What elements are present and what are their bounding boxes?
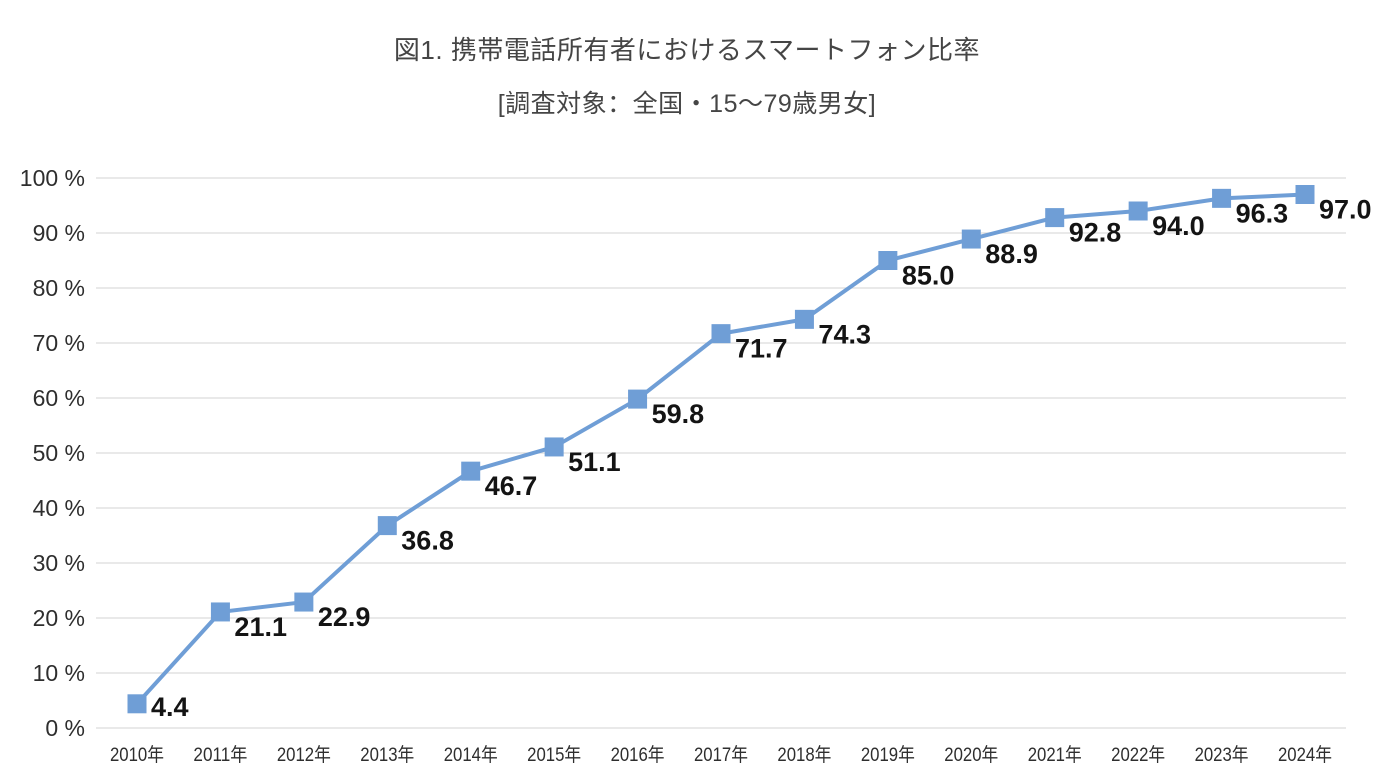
data-point-marker (544, 437, 564, 457)
x-axis-tick-label: 2018年 (777, 744, 831, 766)
data-point-marker (377, 516, 397, 536)
x-axis-tick-label: 2012年 (277, 744, 331, 766)
x-axis-tick-label: 2014年 (444, 744, 498, 766)
x-axis-tick-label: 2017年 (694, 744, 748, 766)
data-point-marker (294, 592, 314, 612)
data-label: 96.3 (1236, 198, 1289, 228)
y-axis-tick-label: 20 % (33, 605, 85, 631)
data-point-marker (210, 602, 230, 622)
y-axis-tick-label: 50 % (33, 440, 85, 466)
data-label: 36.8 (401, 526, 454, 556)
data-label: 94.0 (1152, 211, 1205, 241)
data-point-marker (794, 309, 814, 329)
data-label: 74.3 (818, 319, 871, 349)
y-axis-tick-label: 60 % (33, 385, 85, 411)
data-point-marker (1212, 188, 1232, 208)
y-axis-tick-label: 80 % (33, 275, 85, 301)
y-axis-tick-label: 30 % (33, 550, 85, 576)
data-label: 22.9 (318, 602, 371, 632)
x-axis-tick-label: 2024年 (1278, 744, 1332, 766)
data-point-marker (461, 461, 481, 481)
x-axis-tick-label: 2013年 (360, 744, 414, 766)
chart-subtitle: [調査対象：全国・15〜79歳男女] (497, 90, 877, 118)
data-point-marker (127, 694, 147, 714)
y-axis-tick-label: 90 % (33, 220, 85, 246)
data-point-marker (1128, 201, 1148, 221)
data-label: 4.4 (151, 692, 189, 722)
data-label: 85.0 (902, 261, 955, 291)
chart-title: 図1. 携帯電話所有者におけるスマートフォン比率 (393, 35, 981, 65)
data-label: 21.1 (234, 612, 287, 642)
x-axis-tick-label: 2010年 (110, 744, 164, 766)
x-axis-tick-label: 2015年 (527, 744, 581, 766)
x-axis-tick-label: 2016年 (611, 744, 665, 766)
data-label: 59.8 (652, 399, 705, 429)
y-axis-tick-label: 70 % (33, 330, 85, 356)
data-point-marker (711, 324, 731, 344)
data-point-marker (1295, 185, 1315, 204)
y-axis-tick-label: 0 % (45, 715, 85, 741)
x-axis-tick-label: 2022年 (1111, 744, 1165, 766)
data-point-marker (878, 251, 898, 270)
data-label: 71.7 (735, 334, 788, 364)
y-axis-tick-label: 100 % (20, 165, 85, 191)
data-label: 92.8 (1069, 218, 1122, 248)
x-axis-tick-label: 2019年 (861, 744, 915, 766)
data-point-marker (1045, 208, 1065, 228)
y-axis-tick-label: 10 % (33, 660, 85, 686)
x-axis-tick-label: 2023年 (1195, 744, 1249, 766)
data-label: 46.7 (485, 471, 538, 501)
x-axis-tick-label: 2011年 (193, 744, 247, 766)
series-line (135, 192, 1307, 706)
x-axis-tick-label: 2021年 (1028, 744, 1082, 766)
data-label: 97.0 (1319, 195, 1372, 225)
data-point-marker (628, 389, 648, 409)
data-label: 51.1 (568, 447, 621, 477)
data-label: 88.9 (985, 239, 1038, 269)
x-axis-tick-label: 2020年 (944, 744, 998, 766)
data-point-marker (961, 229, 981, 249)
y-axis-tick-label: 40 % (33, 495, 85, 521)
